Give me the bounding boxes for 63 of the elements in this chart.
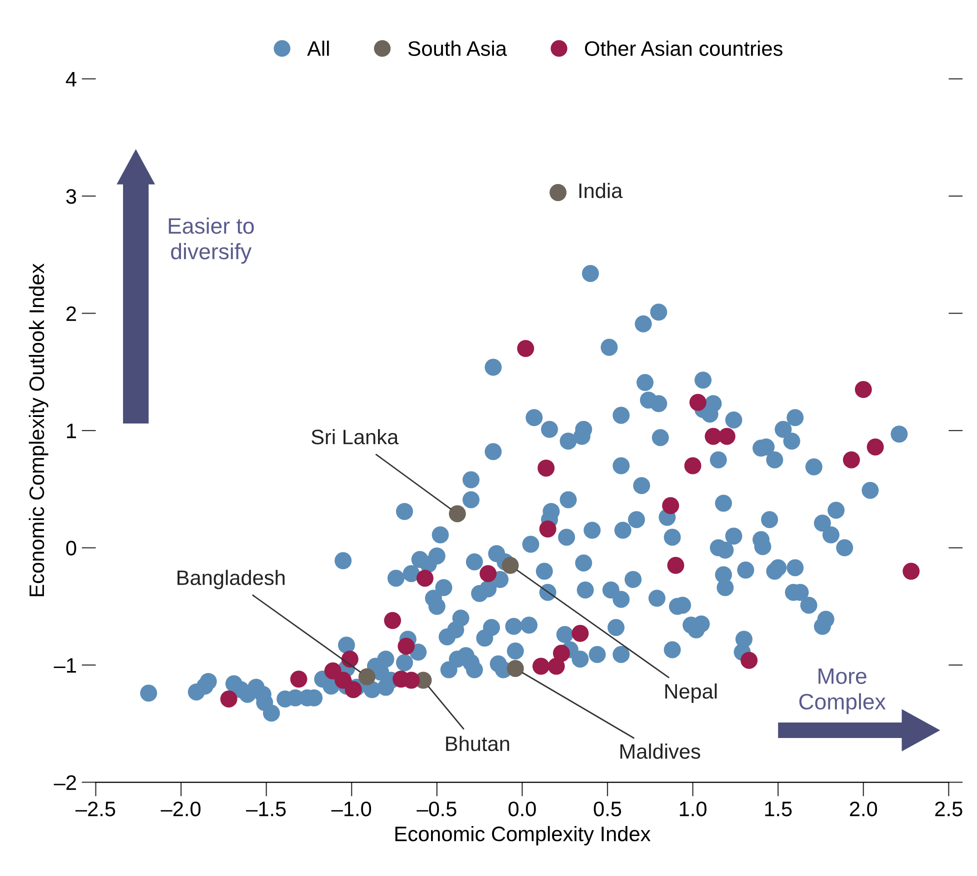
y-tick-label: 2 xyxy=(66,306,76,321)
x-axis-title: Economic Complexity Index xyxy=(395,826,651,846)
legend-label: South Asia xyxy=(408,40,507,56)
point xyxy=(689,394,706,411)
point xyxy=(548,658,565,675)
point xyxy=(324,662,342,680)
x-tick-label: 0.5 xyxy=(594,802,622,816)
point xyxy=(416,570,434,587)
point xyxy=(662,497,680,514)
annotation: Easier to diversify xyxy=(168,218,254,264)
x-tick-label: –0.5 xyxy=(416,802,456,816)
point xyxy=(866,438,884,456)
point xyxy=(220,690,238,708)
point xyxy=(718,428,736,445)
point xyxy=(539,520,556,538)
point xyxy=(538,460,555,477)
point xyxy=(667,556,684,574)
x-tick-label: 2.5 xyxy=(935,802,962,816)
point xyxy=(550,184,567,202)
annotation: Nepal xyxy=(665,683,717,703)
y-tick-label: 3 xyxy=(66,189,76,204)
annotation: Maldives xyxy=(620,744,700,759)
point xyxy=(842,451,860,468)
point xyxy=(902,562,920,580)
x-tick-label: 0.0 xyxy=(508,802,536,816)
x-tick-label: –2.5 xyxy=(75,802,116,816)
y-tick-label: 0 xyxy=(66,540,76,556)
annotation: More Complex xyxy=(799,668,886,714)
point xyxy=(341,650,358,668)
y-tick-label: 1 xyxy=(67,424,76,438)
point xyxy=(334,672,352,689)
annotation: India xyxy=(579,182,623,198)
x-tick-label: –1.5 xyxy=(246,802,286,816)
y-tick-label: 4 xyxy=(66,72,76,86)
point xyxy=(532,658,550,675)
x-tick-label: –1.0 xyxy=(331,802,372,816)
point xyxy=(854,381,872,398)
legend-label: All xyxy=(307,40,329,56)
annotation: Bhutan xyxy=(446,736,510,752)
point xyxy=(344,681,362,698)
point xyxy=(358,668,376,686)
legend-label: Other Asian countries xyxy=(584,40,782,56)
point xyxy=(290,670,308,688)
x-tick-label: –2.0 xyxy=(160,802,200,816)
point xyxy=(502,556,519,574)
point xyxy=(572,624,589,642)
annotation: Bangladesh xyxy=(178,570,285,590)
point xyxy=(517,340,534,357)
point xyxy=(448,505,466,522)
point xyxy=(552,644,570,662)
point xyxy=(684,457,702,474)
x-tick-label: 1.0 xyxy=(680,802,706,816)
point xyxy=(480,565,497,582)
y-tick-label: –2 xyxy=(54,775,76,790)
y-axis-title: Economic Complexity Outlook Index xyxy=(28,263,48,596)
point xyxy=(740,652,758,669)
point xyxy=(398,638,415,655)
y-tick-label: –1 xyxy=(54,658,76,673)
point xyxy=(384,612,402,629)
x-tick-label: 2.0 xyxy=(850,802,878,816)
x-tick-label: 1.5 xyxy=(765,802,792,816)
point xyxy=(506,660,524,678)
annotation: Sri Lanka xyxy=(312,429,399,444)
